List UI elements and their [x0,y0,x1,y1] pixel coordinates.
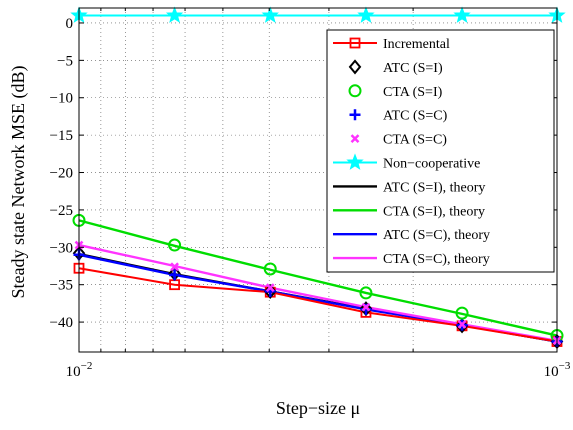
legend-label: CTA (S=I) [383,85,443,100]
legend-item: CTA (S=C), theory [333,252,490,267]
data-point [457,319,467,329]
y-tick-label: −40 [50,315,73,331]
legend-label: ATC (S=C), theory [383,228,490,243]
legend-item: ATC (S=I), theory [333,180,485,195]
data-point [261,6,279,23]
legend-marker [346,153,364,170]
data-point [357,6,375,23]
legend-marker [348,59,362,75]
data-point [453,6,471,23]
legend-item: CTA (S=C) [350,133,447,148]
y-tick-label: −20 [50,166,73,182]
x-tick-label: 10−3 [544,360,571,380]
series-non-cooperative [70,6,566,23]
legend-item: CTA (S=I), theory [333,204,485,219]
legend-item: CTA (S=I) [348,84,443,100]
legend-label: Non−cooperative [383,157,480,172]
legend-item: ATC (S=I) [348,59,443,76]
legend: Incremental ATC (S=I) CTA (S=I) ATC (S=C) CT… [326,29,555,273]
series-cta-s-i-theory [78,219,558,337]
x-tick-label: 10−2 [66,360,93,380]
y-tick-label: −15 [50,128,73,144]
legend-marker [349,109,361,121]
y-tick-label: −25 [50,203,73,219]
y-tick-label: −5 [57,53,73,69]
legend-label: ATC (S=I) [383,61,443,76]
legend-item: Incremental [333,37,450,52]
legend-label: CTA (S=C) [383,133,447,148]
data-point [455,306,469,320]
data-point [263,262,277,276]
data-point [165,6,184,23]
legend-label: Incremental [383,37,450,52]
axes-frame [78,7,558,353]
y-tick-label: 0 [66,16,74,32]
data-point [170,262,179,272]
series-line [78,243,558,342]
data-point [359,286,373,300]
legend-marker [348,84,362,98]
legend-marker [350,134,360,143]
y-tick-label: −35 [50,278,73,294]
data-point [169,269,181,281]
series-cta-s-c-theory [78,243,558,342]
y-tick-label: −30 [50,240,73,256]
data-point [168,238,182,252]
legend-item: Non−cooperative [333,153,480,172]
series-layer [70,6,566,350]
x-axis-label: Step−size μ [276,398,360,418]
legend-item: ATC (S=C) [349,109,448,124]
series-line [78,219,558,337]
axes: 0 −5 −10 −15 −20 −25 −30 −35 −40 10−2 10−3 Step−siz… [8,7,571,418]
series-line [78,267,558,343]
legend-label: CTA (S=C), theory [383,252,490,267]
legend-box [326,29,555,273]
data-point [265,283,275,293]
legend-label: ATC (S=I), theory [383,180,485,195]
legend-label: CTA (S=I), theory [383,204,485,219]
y-axis-label: Steady state Network MSE (dB) [8,66,29,299]
legend-item: ATC (S=C), theory [333,228,490,243]
legend-marker [349,37,361,49]
y-tick-label: −10 [50,91,73,107]
data-point [361,302,371,312]
legend-label: ATC (S=C) [383,109,448,124]
data-point [455,318,469,334]
